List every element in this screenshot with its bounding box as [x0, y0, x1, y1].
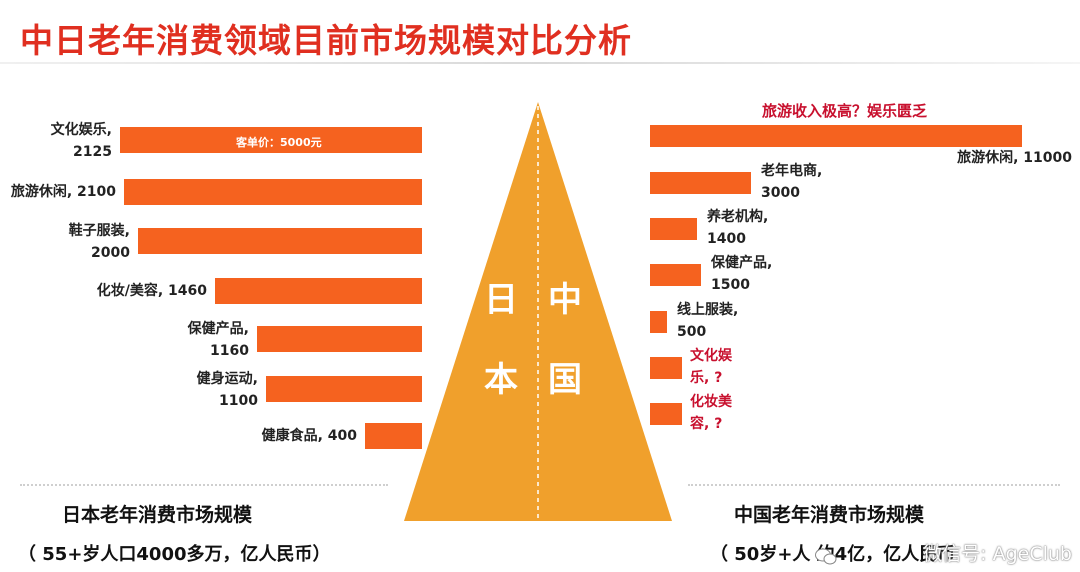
china-bar-5	[650, 311, 667, 333]
page-title: 中日老年消费领域目前市场规模对比分析	[20, 21, 632, 60]
china-bar-label-4: 保健产品, 1500	[711, 255, 773, 293]
title-rule	[0, 62, 1080, 64]
japan-bar-1	[120, 127, 422, 153]
china-bar-label-6: 文化娱 乐, ?	[690, 348, 732, 386]
japan-bar-label-5: 保健产品, 1160	[187, 321, 249, 359]
japan-bar-6	[266, 376, 422, 402]
pyramid-label-china-2: 国	[548, 360, 582, 400]
wechat-icon	[815, 548, 837, 565]
pyramid-label-china-1: 中	[548, 280, 582, 320]
pyramid-shape	[404, 102, 672, 521]
japan-bar-4	[215, 278, 422, 304]
china-divider	[688, 484, 1060, 486]
china-bar-6	[650, 357, 682, 379]
japan-bar-3	[138, 228, 422, 254]
japan-bar-label-4: 化妆/美容, 1460	[96, 283, 207, 299]
china-bar-label-2: 老年电商, 3000	[761, 163, 823, 201]
japan-chart-title: 日本老年消费市场规模	[62, 504, 253, 526]
china-bar-label-7: 化妆美 容, ?	[690, 394, 732, 432]
china-chart-title: 中国老年消费市场规模	[734, 504, 925, 526]
china-bar-3	[650, 218, 697, 240]
pyramid-label-japan-1: 日	[484, 280, 518, 320]
china-bar-4	[650, 264, 701, 286]
japan-divider	[20, 484, 388, 486]
japan-bar-label-6: 健身运动, 1100	[196, 371, 258, 409]
watermark: 微信号: AgeClub	[923, 543, 1072, 565]
china-bar-7	[650, 403, 682, 425]
japan-bar-7	[365, 423, 422, 449]
japan-bar-label-7: 健康食品, 400	[261, 428, 357, 444]
japan-bar-label-2: 旅游休闲, 2100	[10, 184, 116, 200]
japan-bar-5	[257, 326, 422, 352]
japan-bar-label-3: 鞋子服装, 2000	[68, 223, 130, 261]
china-bar-label-3: 养老机构, 1400	[707, 209, 769, 247]
china-bar-label-5: 线上服装, 500	[677, 302, 739, 340]
japan-bar-2	[124, 179, 422, 205]
japan-bar-annotation: 客单价：5000元	[236, 136, 322, 149]
china-headline: 旅游收入极高？娱乐匮乏	[762, 102, 928, 120]
china-bar-label-1: 旅游休闲, 11000	[957, 150, 1072, 166]
japan-chart-note: （ 55+岁人口4000多万，亿人民币）	[18, 544, 331, 565]
china-bar-1	[650, 125, 1022, 147]
china-bar-2	[650, 172, 751, 194]
pyramid-label-japan-2: 本	[484, 360, 518, 400]
japan-bar-label-1: 文化娱乐, 2125	[50, 122, 112, 160]
